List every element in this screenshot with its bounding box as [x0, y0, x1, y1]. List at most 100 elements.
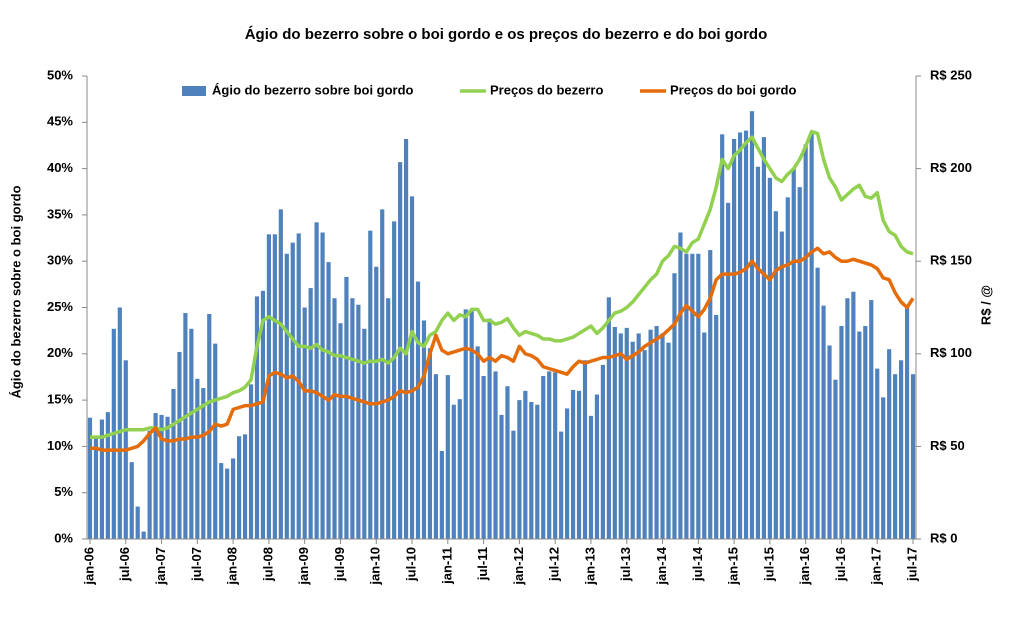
- x-tick-label: jul-12: [547, 547, 562, 582]
- bar: [213, 343, 218, 539]
- bar: [93, 437, 99, 539]
- bar: [881, 397, 886, 539]
- bar: [791, 168, 796, 539]
- bar: [409, 196, 415, 539]
- bar: [690, 253, 695, 540]
- y-tick-label: 5%: [54, 484, 73, 499]
- bar: [266, 234, 271, 539]
- bar: [666, 342, 671, 539]
- bar: [737, 132, 743, 539]
- bar: [427, 348, 433, 539]
- bar: [660, 333, 665, 539]
- x-tick-label: jan-11: [439, 547, 454, 585]
- bar: [684, 253, 689, 540]
- y-tick-label: 50%: [47, 67, 73, 82]
- bar: [362, 328, 367, 539]
- bar: [749, 111, 755, 540]
- legend-label: Preços do bezerro: [490, 82, 603, 97]
- x-tick-label: jul-13: [618, 547, 633, 582]
- bar: [129, 462, 134, 539]
- bar: [177, 351, 182, 539]
- bar: [708, 250, 713, 539]
- bar: [338, 323, 343, 539]
- bar: [272, 234, 277, 539]
- bar: [314, 222, 319, 540]
- bar: [863, 326, 868, 539]
- bar: [433, 374, 438, 539]
- bar: [726, 202, 731, 539]
- bar: [624, 327, 629, 539]
- bar: [904, 305, 910, 539]
- bar: [612, 326, 617, 539]
- y-tick-label: 20%: [47, 345, 73, 360]
- x-tick-label: jan-10: [368, 547, 383, 586]
- bar: [743, 130, 749, 539]
- bar: [576, 390, 582, 539]
- bar: [702, 332, 707, 539]
- bar: [344, 276, 349, 539]
- bar: [523, 390, 528, 539]
- bar: [541, 376, 546, 539]
- x-tick-label: jul-15: [761, 547, 776, 582]
- x-tick-label: jul-08: [260, 547, 275, 582]
- bar: [368, 230, 373, 539]
- bar: [463, 309, 468, 539]
- bar: [296, 233, 301, 540]
- bar: [672, 273, 677, 539]
- y2-tick-label: R$ 150: [930, 253, 972, 268]
- legend-label: Ágio do bezerro sobre boi gordo: [212, 82, 414, 97]
- y-tick-label: 40%: [47, 160, 73, 175]
- bar: [105, 412, 110, 539]
- bar: [439, 451, 444, 539]
- bar: [827, 345, 832, 539]
- y-tick-label: 35%: [47, 206, 73, 221]
- bar: [350, 298, 355, 539]
- x-tick-label: jan-17: [869, 547, 884, 586]
- bar: [839, 326, 844, 539]
- x-tick-label: jan-14: [654, 546, 669, 585]
- bar: [630, 341, 635, 539]
- bar: [648, 329, 653, 539]
- bar: [189, 328, 194, 539]
- bar: [600, 364, 605, 539]
- y-tick-label: 15%: [47, 392, 73, 407]
- bar: [773, 211, 778, 540]
- bar: [171, 388, 176, 539]
- bar: [570, 389, 576, 539]
- chart-title: Ágio do bezerro sobre o boi gordo e os p…: [245, 26, 768, 43]
- bar: [356, 304, 361, 539]
- bar: [636, 333, 641, 539]
- y2-tick-label: R$ 100: [930, 345, 972, 360]
- bar: [535, 404, 540, 539]
- bar: [290, 242, 295, 539]
- bar: [487, 318, 492, 539]
- bar: [803, 144, 808, 540]
- bar: [732, 138, 737, 539]
- bar: [392, 221, 397, 539]
- bar: [201, 388, 206, 539]
- line: [89, 246, 915, 452]
- bar: [588, 415, 594, 539]
- bar: [565, 408, 570, 539]
- y-tick-label: 45%: [47, 114, 73, 129]
- bar: [147, 430, 152, 539]
- bar: [135, 506, 140, 539]
- bar: [851, 291, 856, 539]
- bar: [481, 376, 486, 539]
- bar: [236, 436, 242, 539]
- bar: [165, 416, 170, 539]
- bar: [195, 378, 200, 539]
- bar: [153, 413, 158, 539]
- bar: [696, 253, 701, 540]
- y-axis-title: Ágio do bezerro sobre o boi gordo: [8, 185, 23, 398]
- bar: [809, 131, 814, 539]
- bar: [225, 468, 230, 539]
- bar: [887, 349, 892, 539]
- bar: [207, 313, 212, 539]
- y2-tick-label: R$ 200: [930, 160, 972, 175]
- x-tick-label: jul-07: [189, 547, 204, 582]
- x-tick-label: jul-17: [904, 547, 919, 582]
- x-tick-label: jan-09: [296, 547, 311, 586]
- bar: [403, 138, 409, 539]
- bar: [99, 419, 104, 539]
